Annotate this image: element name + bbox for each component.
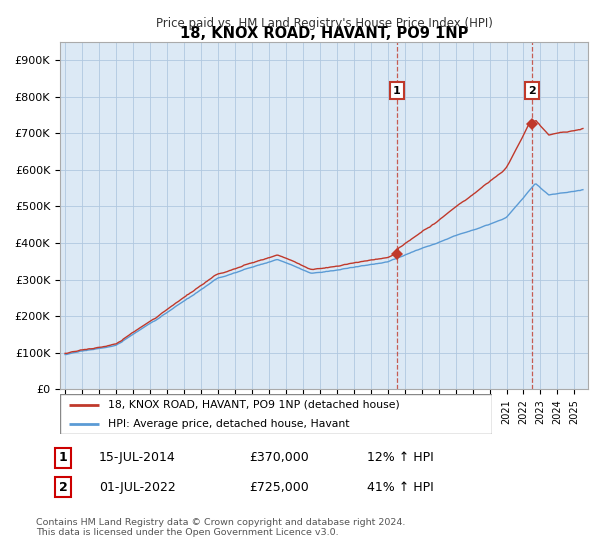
Text: 2: 2 xyxy=(528,86,536,96)
Text: 18, KNOX ROAD, HAVANT, PO9 1NP (detached house): 18, KNOX ROAD, HAVANT, PO9 1NP (detached… xyxy=(107,400,399,410)
Text: 01-JUL-2022: 01-JUL-2022 xyxy=(99,480,176,494)
Text: Price paid vs. HM Land Registry's House Price Index (HPI): Price paid vs. HM Land Registry's House … xyxy=(155,17,493,30)
Text: 2: 2 xyxy=(59,480,67,494)
Text: Contains HM Land Registry data © Crown copyright and database right 2024.
This d: Contains HM Land Registry data © Crown c… xyxy=(36,518,406,538)
Text: £370,000: £370,000 xyxy=(249,451,309,464)
Text: 12% ↑ HPI: 12% ↑ HPI xyxy=(367,451,434,464)
Text: 15-JUL-2014: 15-JUL-2014 xyxy=(99,451,176,464)
FancyBboxPatch shape xyxy=(60,394,492,434)
Title: 18, KNOX ROAD, HAVANT, PO9 1NP: 18, KNOX ROAD, HAVANT, PO9 1NP xyxy=(180,26,468,41)
Text: £725,000: £725,000 xyxy=(249,480,309,494)
Text: 1: 1 xyxy=(59,451,67,464)
Text: HPI: Average price, detached house, Havant: HPI: Average price, detached house, Hava… xyxy=(107,419,349,429)
Text: 41% ↑ HPI: 41% ↑ HPI xyxy=(367,480,434,494)
Text: 1: 1 xyxy=(393,86,401,96)
